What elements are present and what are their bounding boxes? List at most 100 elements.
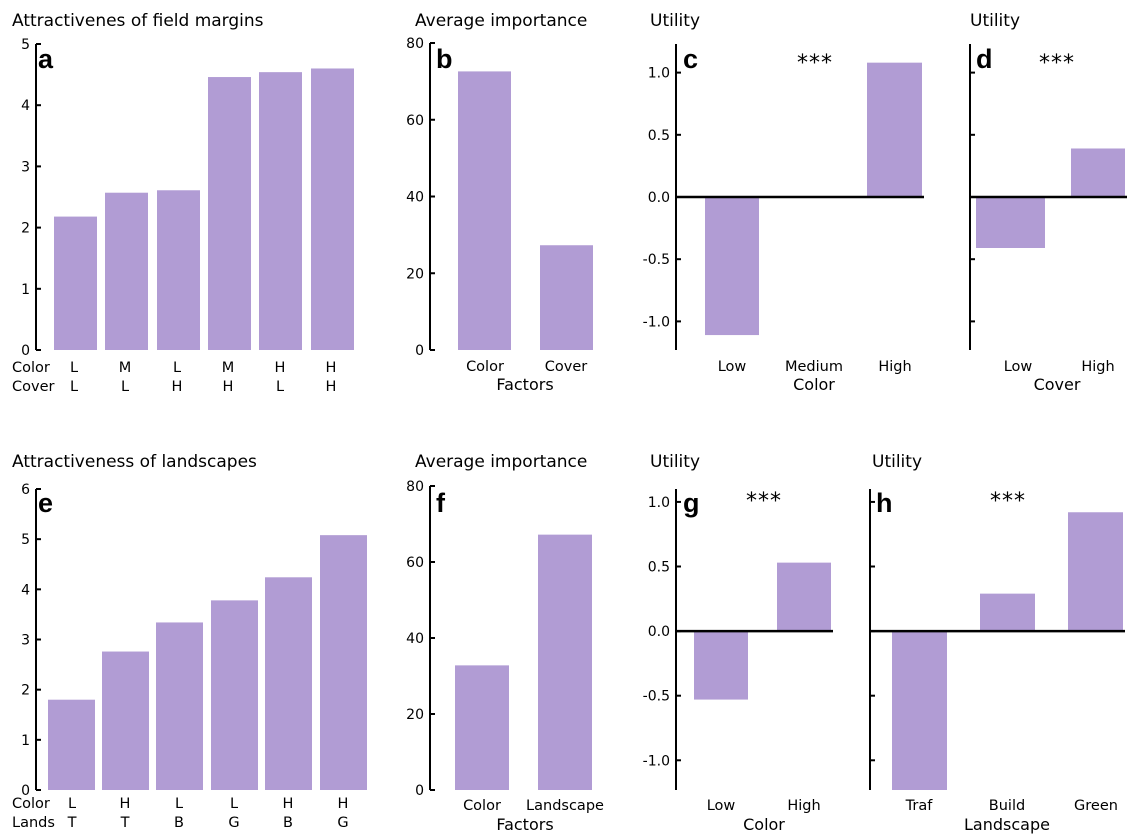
panel-b-letter: b <box>436 44 453 74</box>
panel-e-cat-3-row1: G <box>228 815 239 831</box>
panel-b-y-tick-label-1: 20 <box>406 266 424 282</box>
panel-e-y-tick-label-0: 0 <box>21 783 30 799</box>
panel-c-bar-2 <box>867 62 922 197</box>
panel-h-title: Utility <box>872 452 922 472</box>
panel-c-y-tick-label-2: 0.0 <box>648 190 670 206</box>
panel-c-y-tick-label-0: 1.0 <box>648 66 670 82</box>
panel-a-bar-0 <box>54 216 97 350</box>
panel-a-letter: a <box>38 44 54 74</box>
panel-a-bar-4 <box>259 72 302 350</box>
panel-c-y-tick-label-1: 0.5 <box>648 128 670 144</box>
panel-f-y-tick-label-0: 0 <box>415 783 424 799</box>
panel-b-y-tick-label-4: 80 <box>406 36 424 52</box>
panel-f-y-tick-label-2: 40 <box>406 631 424 647</box>
panel-g-y-tick-label-0: 1.0 <box>648 495 670 511</box>
panel-e-bar-1 <box>102 651 149 790</box>
panel-d-bar-0 <box>976 197 1045 248</box>
panel-e-bar-2 <box>156 622 203 790</box>
panel-h-cat-0: Traf <box>905 798 934 814</box>
panel-d-cat-1: High <box>1081 359 1114 375</box>
panel-d-cat-0: Low <box>1004 359 1033 375</box>
panel-f-title: Average importance <box>415 452 587 472</box>
panel-c-xlabel: Color <box>793 375 835 394</box>
panel-h-xlabel: Landscape <box>964 815 1050 834</box>
panel-h-cat-2: Green <box>1074 798 1118 814</box>
panel-d-significance: *** <box>1039 51 1075 76</box>
panel-b-bar-1 <box>540 245 593 350</box>
panel-b-cat-0: Color <box>466 359 504 375</box>
panel-a-y-tick-label-2: 2 <box>21 221 30 237</box>
panel-b-y-tick-label-0: 0 <box>415 343 424 359</box>
panel-a-cat-3-row0: M <box>222 360 235 376</box>
panel-a-y-tick-label-3: 3 <box>21 159 30 175</box>
panel-g-y-tick-label-2: 0.0 <box>648 624 670 640</box>
panel-g-bar-1 <box>777 562 831 632</box>
panel-b-xlabel: Factors <box>496 375 553 394</box>
panel-f-cat-1: Landscape <box>526 798 604 814</box>
panel-e-y-tick-label-5: 5 <box>21 532 30 548</box>
panel-e-y-tick-label-2: 2 <box>21 683 30 699</box>
panel-a-row-label-1: Cover <box>12 379 54 395</box>
panel-e-cat-1-row1: T <box>120 815 130 831</box>
panel-e-cat-0-row1: T <box>67 815 77 831</box>
panel-c-y-tick-label-3: -0.5 <box>643 252 670 268</box>
panel-a-bar-5 <box>311 68 354 350</box>
panel-a-cat-2-row1: H <box>172 379 183 395</box>
panel-e-bar-3 <box>211 600 258 790</box>
panel-b-y-tick-label-2: 40 <box>406 190 424 206</box>
panel-g-cat-0: Low <box>707 798 736 814</box>
panel-a-y-tick-label-4: 4 <box>21 98 30 114</box>
panel-e-y-tick-label-3: 3 <box>21 633 30 649</box>
panel-e-cat-5-row1: G <box>337 815 348 831</box>
panel-a-row-label-0: Color <box>12 360 50 376</box>
panel-f-xlabel: Factors <box>496 815 553 834</box>
panel-e-title: Attractiveness of landscapes <box>12 452 257 472</box>
panel-e-cat-5-row0: H <box>338 796 349 812</box>
panel-e-cat-3-row0: L <box>230 796 238 812</box>
panel-e-row-label-0: Color <box>12 796 50 812</box>
panel-g-y-tick-label-1: 0.5 <box>648 560 670 576</box>
panel-e-bar-0 <box>48 699 95 790</box>
panel-a-cat-0-row1: L <box>70 379 78 395</box>
panel-a-bar-1 <box>105 192 148 350</box>
panel-e-cat-0-row0: L <box>68 796 76 812</box>
panel-g-y-tick-label-3: -0.5 <box>643 689 670 705</box>
panel-c-cat-1: Medium <box>785 359 843 375</box>
panel-f-bar-1 <box>538 534 592 790</box>
panel-f-bar-0 <box>455 665 509 790</box>
panel-e-letter: e <box>38 488 53 518</box>
panel-e-bar-4 <box>265 577 312 790</box>
panel-e-cat-4-row0: H <box>283 796 294 812</box>
panel-d-xlabel: Cover <box>1034 375 1081 394</box>
panel-a-bar-3 <box>208 77 251 350</box>
panel-a-cat-2-row0: L <box>173 360 181 376</box>
panel-e-y-tick-label-1: 1 <box>21 733 30 749</box>
panel-e-cat-1-row0: H <box>120 796 131 812</box>
panel-e-cat-4-row1: B <box>283 815 293 831</box>
panel-e-cat-2-row0: L <box>175 796 183 812</box>
panel-c-cat-0: Low <box>718 359 747 375</box>
panel-a-title: Attractivenes of field margins <box>12 11 264 31</box>
panel-a-cat-5-row0: H <box>326 360 337 376</box>
panel-g-xlabel: Color <box>743 815 785 834</box>
panel-e-bar-5 <box>320 535 367 790</box>
panel-g-title: Utility <box>650 452 700 472</box>
panel-a-y-tick-label-0: 0 <box>21 343 30 359</box>
panel-c-significance: *** <box>797 51 833 76</box>
panel-c-cat-2: High <box>878 359 911 375</box>
panel-h-bar-0 <box>892 631 947 790</box>
panel-h-bar-2 <box>1068 512 1123 632</box>
panel-e-row-label-1: Lands <box>12 815 55 831</box>
panel-a-cat-3-row1: H <box>223 379 234 395</box>
panel-a-bar-2 <box>157 190 200 350</box>
panel-e-cat-2-row1: B <box>174 815 184 831</box>
panel-d-letter: d <box>976 44 993 74</box>
panel-h-significance: *** <box>990 489 1026 514</box>
panel-d-title: Utility <box>970 11 1020 31</box>
panel-f-cat-0: Color <box>463 798 501 814</box>
panel-h-cat-1: Build <box>989 798 1025 814</box>
panel-h-letter: h <box>876 488 893 518</box>
panel-e-y-tick-label-4: 4 <box>21 582 30 598</box>
panel-b-cat-1: Cover <box>545 359 587 375</box>
